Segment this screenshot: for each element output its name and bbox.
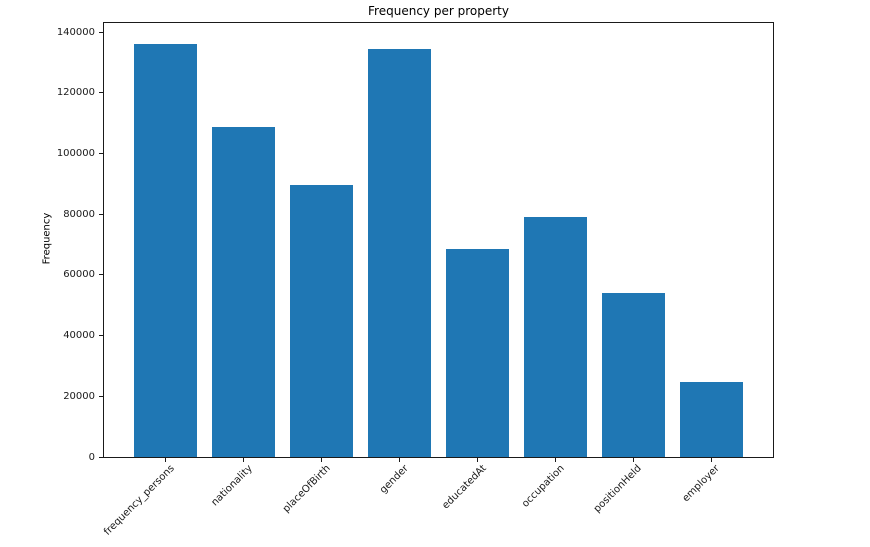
x-tick-mark — [321, 458, 322, 462]
x-tick-label-employer: employer — [680, 463, 723, 505]
x-tick-label-frequency_persons: frequency_persons — [101, 463, 177, 538]
y-tick-label: 100000 — [56, 148, 95, 159]
x-tick-mark — [243, 458, 245, 462]
bar-employer — [680, 382, 743, 457]
y-tick-label: 0 — [88, 451, 95, 463]
x-tick-label-educatedAt: educatedAt — [439, 463, 489, 512]
y-tick-label: 40000 — [63, 330, 95, 342]
bar-frequency_persons — [134, 43, 197, 457]
bar-educatedAt — [446, 249, 509, 457]
bar-placeOfBirth — [290, 185, 353, 457]
y-axis-label: Frequency — [41, 212, 53, 265]
x-tick-mark — [165, 458, 167, 462]
x-tick-label-gender: gender — [377, 463, 411, 496]
plot-area — [103, 22, 774, 458]
x-tick-label-occupation: occupation — [519, 463, 567, 510]
bar-positionHeld — [602, 293, 665, 457]
chart-title: Frequency per property — [368, 4, 509, 18]
y-tick-label: 140000 — [56, 26, 95, 38]
x-tick-label-nationality: nationality — [209, 463, 255, 509]
y-tick-label: 120000 — [56, 87, 95, 99]
x-tick-label-positionHeld: positionHeld — [592, 463, 645, 515]
x-tick-label-placeOfBirth: placeOfBirth — [280, 463, 333, 515]
y-tick-label: 20000 — [63, 390, 95, 402]
x-tick-mark — [710, 458, 712, 462]
bar-gender — [368, 48, 431, 457]
x-tick-mark — [632, 458, 634, 462]
x-tick-mark — [477, 458, 478, 462]
x-tick-mark — [399, 458, 400, 462]
bar-occupation — [524, 216, 587, 457]
bar-nationality — [212, 127, 275, 457]
x-tick-mark — [555, 458, 556, 462]
